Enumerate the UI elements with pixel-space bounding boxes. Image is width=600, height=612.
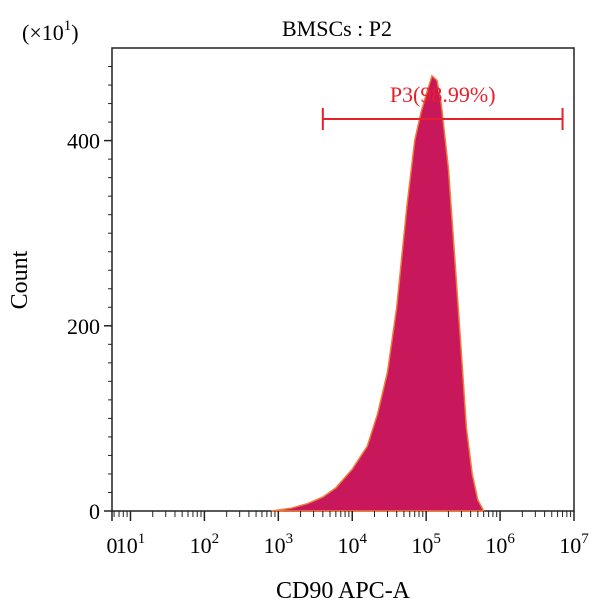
plot-frame — [111, 47, 575, 512]
x-tick-label: 104 — [337, 531, 367, 558]
x-axis-label: CD90 APC-A — [276, 578, 411, 604]
y-tick-label: 0 — [89, 499, 100, 524]
y-tick-label: 400 — [67, 129, 100, 154]
x-tick-label: 106 — [485, 531, 515, 558]
x-tick-label: 107 — [559, 531, 589, 558]
y-axis-label: Count — [7, 250, 33, 309]
y-axis: 0 200 400 — [67, 66, 112, 524]
y-multiplier-label: (×101) — [22, 18, 79, 45]
gate-label: P3(98.99%) — [390, 82, 496, 107]
x-tick-label: 101 — [116, 531, 146, 558]
chart-title: BMSCs : P2 — [282, 16, 392, 41]
series-layer — [271, 74, 485, 512]
x-tick-label: 105 — [411, 531, 441, 558]
y-tick-label: 200 — [67, 314, 100, 339]
gate-p3: P3(98.99%) — [321, 82, 564, 130]
x-tick-label: 102 — [190, 531, 220, 558]
x-tick-label: 103 — [264, 531, 294, 558]
x-tick-label: 0 — [107, 533, 118, 558]
histogram-area-0 — [271, 74, 485, 512]
